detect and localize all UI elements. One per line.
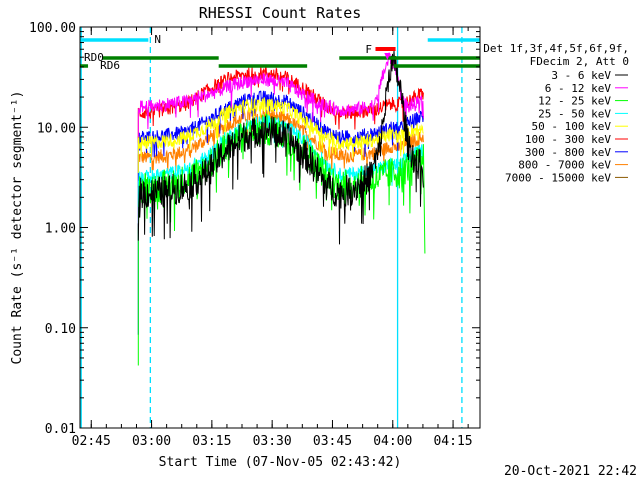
series-line	[137, 52, 424, 137]
legend-entry-label: 50 - 100 keV	[532, 120, 612, 133]
legend-entry-label: 7000 - 15000 keV	[505, 171, 611, 184]
legend-entry-label: 100 - 300 keV	[525, 133, 611, 146]
series-line	[137, 66, 424, 143]
y-tick-label: 1.00	[45, 222, 76, 237]
series-line	[137, 90, 424, 335]
x-tick-label: 04:15	[433, 434, 472, 449]
y-axis-label: Count Rate (s⁻¹ detector segment⁻¹)	[10, 91, 25, 365]
x-axis-label: Start Time (07-Nov-05 02:43:42)	[159, 455, 402, 470]
legend-entry-label: 300 - 800 keV	[525, 146, 611, 159]
state-bar-label: N	[154, 33, 161, 46]
y-tick-label: 10.00	[37, 121, 76, 136]
footer-timestamp: 20-Oct-2021 22:42	[504, 464, 637, 479]
state-bar-label: F	[365, 43, 372, 56]
series-line	[137, 97, 424, 173]
legend-entry-label: 25 - 50 keV	[538, 107, 611, 120]
y-tick-label: 100.00	[29, 21, 76, 36]
y-tick-label: 0.01	[45, 422, 76, 437]
x-tick-label: 03:15	[192, 434, 231, 449]
legend-header: Det 1f,3f,4f,5f,6f,9f,	[483, 42, 629, 55]
y-tick-label: 0.10	[45, 322, 76, 337]
legend-entry-label: 800 - 7000 keV	[518, 159, 611, 172]
legend-entry-label: 6 - 12 keV	[545, 82, 612, 95]
x-tick-label: 02:45	[72, 434, 111, 449]
chart-title: RHESSI Count Rates	[199, 4, 362, 22]
legend-entry-label: 3 - 6 keV	[551, 69, 611, 82]
x-tick-label: 03:00	[132, 434, 171, 449]
state-bar-label: RD6	[100, 59, 120, 72]
x-tick-label: 03:45	[313, 434, 352, 449]
x-tick-label: 04:00	[373, 434, 412, 449]
flare-marker	[384, 53, 391, 60]
series-line	[137, 50, 424, 245]
state-bar-label: RD0	[84, 51, 104, 64]
x-tick-label: 03:30	[253, 434, 292, 449]
legend-entry-label: 12 - 25 keV	[538, 95, 611, 108]
legend-header: FDecim 2, Att 0	[530, 55, 629, 68]
